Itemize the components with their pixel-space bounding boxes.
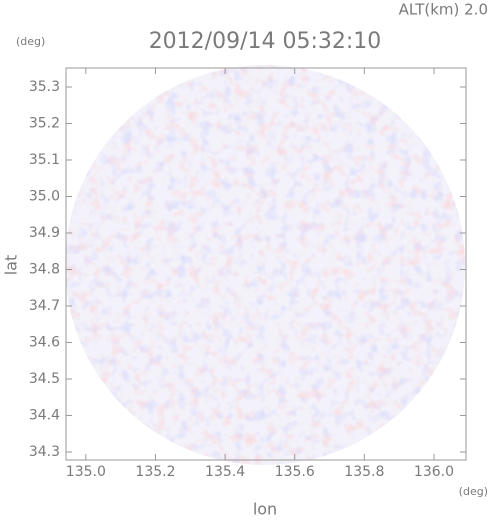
y-tick-label: 34.5 [29,371,60,387]
y-tick-label: 35.2 [29,115,60,131]
x-tick-label: 135.4 [205,464,245,480]
y-tick-label: 34.7 [29,298,60,314]
y-tick-label: 35.3 [29,79,60,95]
radar-texture [65,65,465,465]
plot-frame [65,67,467,461]
x-tick-label: 135.6 [275,464,315,480]
x-tick-label: 135.2 [135,464,175,480]
x-unit: (deg) [459,485,488,498]
y-tick-label: 35.1 [29,152,60,168]
y-tick-label: 35.0 [29,188,60,204]
y-tick-label: 34.3 [29,444,60,460]
y-tick-label: 34.6 [29,334,60,350]
x-axis-label: lon [253,500,277,519]
x-tick-label: 135.0 [66,464,106,480]
y-axis-label: lat [2,255,21,276]
y-tick-label: 34.8 [29,261,60,277]
y-tick-label: 34.4 [29,407,60,423]
altitude-label: ALT(km) 2.0 [399,1,488,19]
chart-title: 2012/09/14 05:32:10 [149,29,382,54]
y-unit: (deg) [16,35,45,48]
y-tick-label: 34.9 [29,225,60,241]
x-tick-label: 136.0 [414,464,454,480]
x-tick-label: 135.8 [344,464,384,480]
